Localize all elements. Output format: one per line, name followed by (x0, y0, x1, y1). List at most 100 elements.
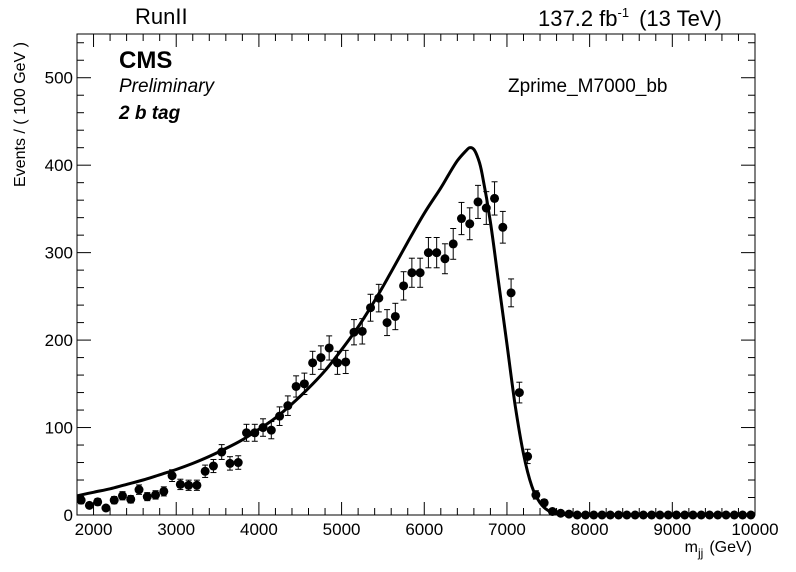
data-point (539, 498, 549, 508)
data-point (490, 193, 500, 203)
data-point (440, 254, 450, 264)
fit-curve-group (76, 146, 755, 517)
data-point (250, 428, 260, 438)
data-point (266, 425, 276, 435)
data-point (523, 451, 533, 461)
data-point (531, 490, 541, 500)
data-point (76, 495, 86, 505)
data-point (696, 510, 706, 520)
y-tick-label: 100 (45, 419, 73, 438)
data-point (671, 510, 681, 520)
fit-curve (76, 146, 755, 517)
y-tick-label: 500 (45, 69, 73, 88)
data-point (581, 510, 590, 520)
data-point (448, 239, 458, 249)
data-point (746, 510, 756, 520)
data-point (341, 357, 351, 367)
data-point (357, 326, 367, 336)
run-label: RunII (135, 4, 188, 29)
data-point (622, 510, 632, 520)
data-point (473, 197, 483, 207)
data-point (589, 510, 599, 520)
data-point (713, 510, 723, 520)
data-point (630, 510, 640, 520)
data-point (366, 303, 376, 313)
data-point (432, 248, 442, 258)
data-point (117, 491, 127, 501)
energy-label: (13 TeV) (639, 6, 722, 31)
x-axis-label-main: m (685, 539, 698, 556)
data-point (705, 510, 715, 520)
data-point (572, 510, 582, 520)
data-point (688, 510, 698, 520)
preliminary-label: Preliminary (119, 76, 216, 97)
data-point (242, 428, 251, 438)
data-point (324, 343, 334, 353)
data-point (547, 507, 557, 517)
y-tick-label: 0 (64, 506, 73, 525)
data-point (184, 480, 194, 490)
data-point (382, 318, 392, 328)
data-point (498, 222, 508, 232)
data-point (481, 203, 491, 213)
data-point (423, 248, 433, 258)
y-tick-label: 300 (45, 244, 73, 263)
data-point (208, 461, 218, 471)
x-tick-label: 2000 (75, 520, 113, 539)
x-axis-label: mjj (GeV) (685, 539, 752, 560)
data-point (399, 281, 409, 291)
x-tick-label: 4000 (240, 520, 278, 539)
y-tick-label: 400 (45, 156, 73, 175)
tick-labels: 2000 3000 4000 5000 6000 7000 8000 9000 10000 0 10… (45, 69, 779, 539)
data-point (456, 214, 466, 224)
data-point (192, 480, 202, 490)
data-point (374, 293, 384, 303)
lumi-label: 137.2 fb-1 (13 TeV) (538, 5, 722, 31)
lumi-exponent: -1 (618, 5, 630, 20)
sample-label: Zprime_M7000_bb (508, 76, 667, 97)
data-point (349, 327, 359, 337)
data-point (291, 381, 301, 391)
data-point (680, 510, 690, 520)
data-point (175, 479, 185, 489)
data-point (465, 219, 475, 229)
data-point (84, 500, 94, 510)
x-tick-label: 3000 (157, 520, 195, 539)
data-point (556, 508, 566, 518)
data-point (167, 471, 177, 481)
y-tick-label: 200 (45, 331, 73, 350)
data-point (93, 497, 103, 507)
x-axis-label-unit: (GeV) (709, 539, 752, 556)
data-point (390, 311, 400, 321)
y-axis-label: Events / ( 100 GeV ) (12, 42, 29, 187)
x-tick-label: 6000 (405, 520, 443, 539)
data-point (316, 353, 326, 363)
x-axis-label-sub: jj (697, 546, 703, 560)
data-point (200, 466, 210, 476)
data-point (647, 510, 657, 520)
data-points (76, 181, 756, 520)
axis-ticks (76, 34, 756, 516)
data-point (299, 379, 309, 389)
data-point (638, 510, 648, 520)
data-point (142, 492, 152, 502)
data-point (109, 495, 119, 505)
lumi-value: 137.2 fb (538, 6, 618, 31)
data-point (258, 423, 268, 433)
x-tick-label: 5000 (323, 520, 361, 539)
data-point (597, 510, 607, 520)
data-point (514, 388, 524, 398)
data-point (332, 358, 342, 368)
cms-label: CMS (119, 47, 172, 74)
data-point (605, 510, 615, 520)
plot-frame (76, 33, 756, 516)
data-point (126, 494, 136, 504)
data-point (407, 268, 417, 278)
data-point (663, 510, 673, 520)
data-point (283, 401, 293, 411)
data-point (233, 458, 243, 468)
data-point (225, 458, 235, 468)
x-tick-label: 10000 (731, 520, 778, 539)
data-point (275, 411, 285, 421)
